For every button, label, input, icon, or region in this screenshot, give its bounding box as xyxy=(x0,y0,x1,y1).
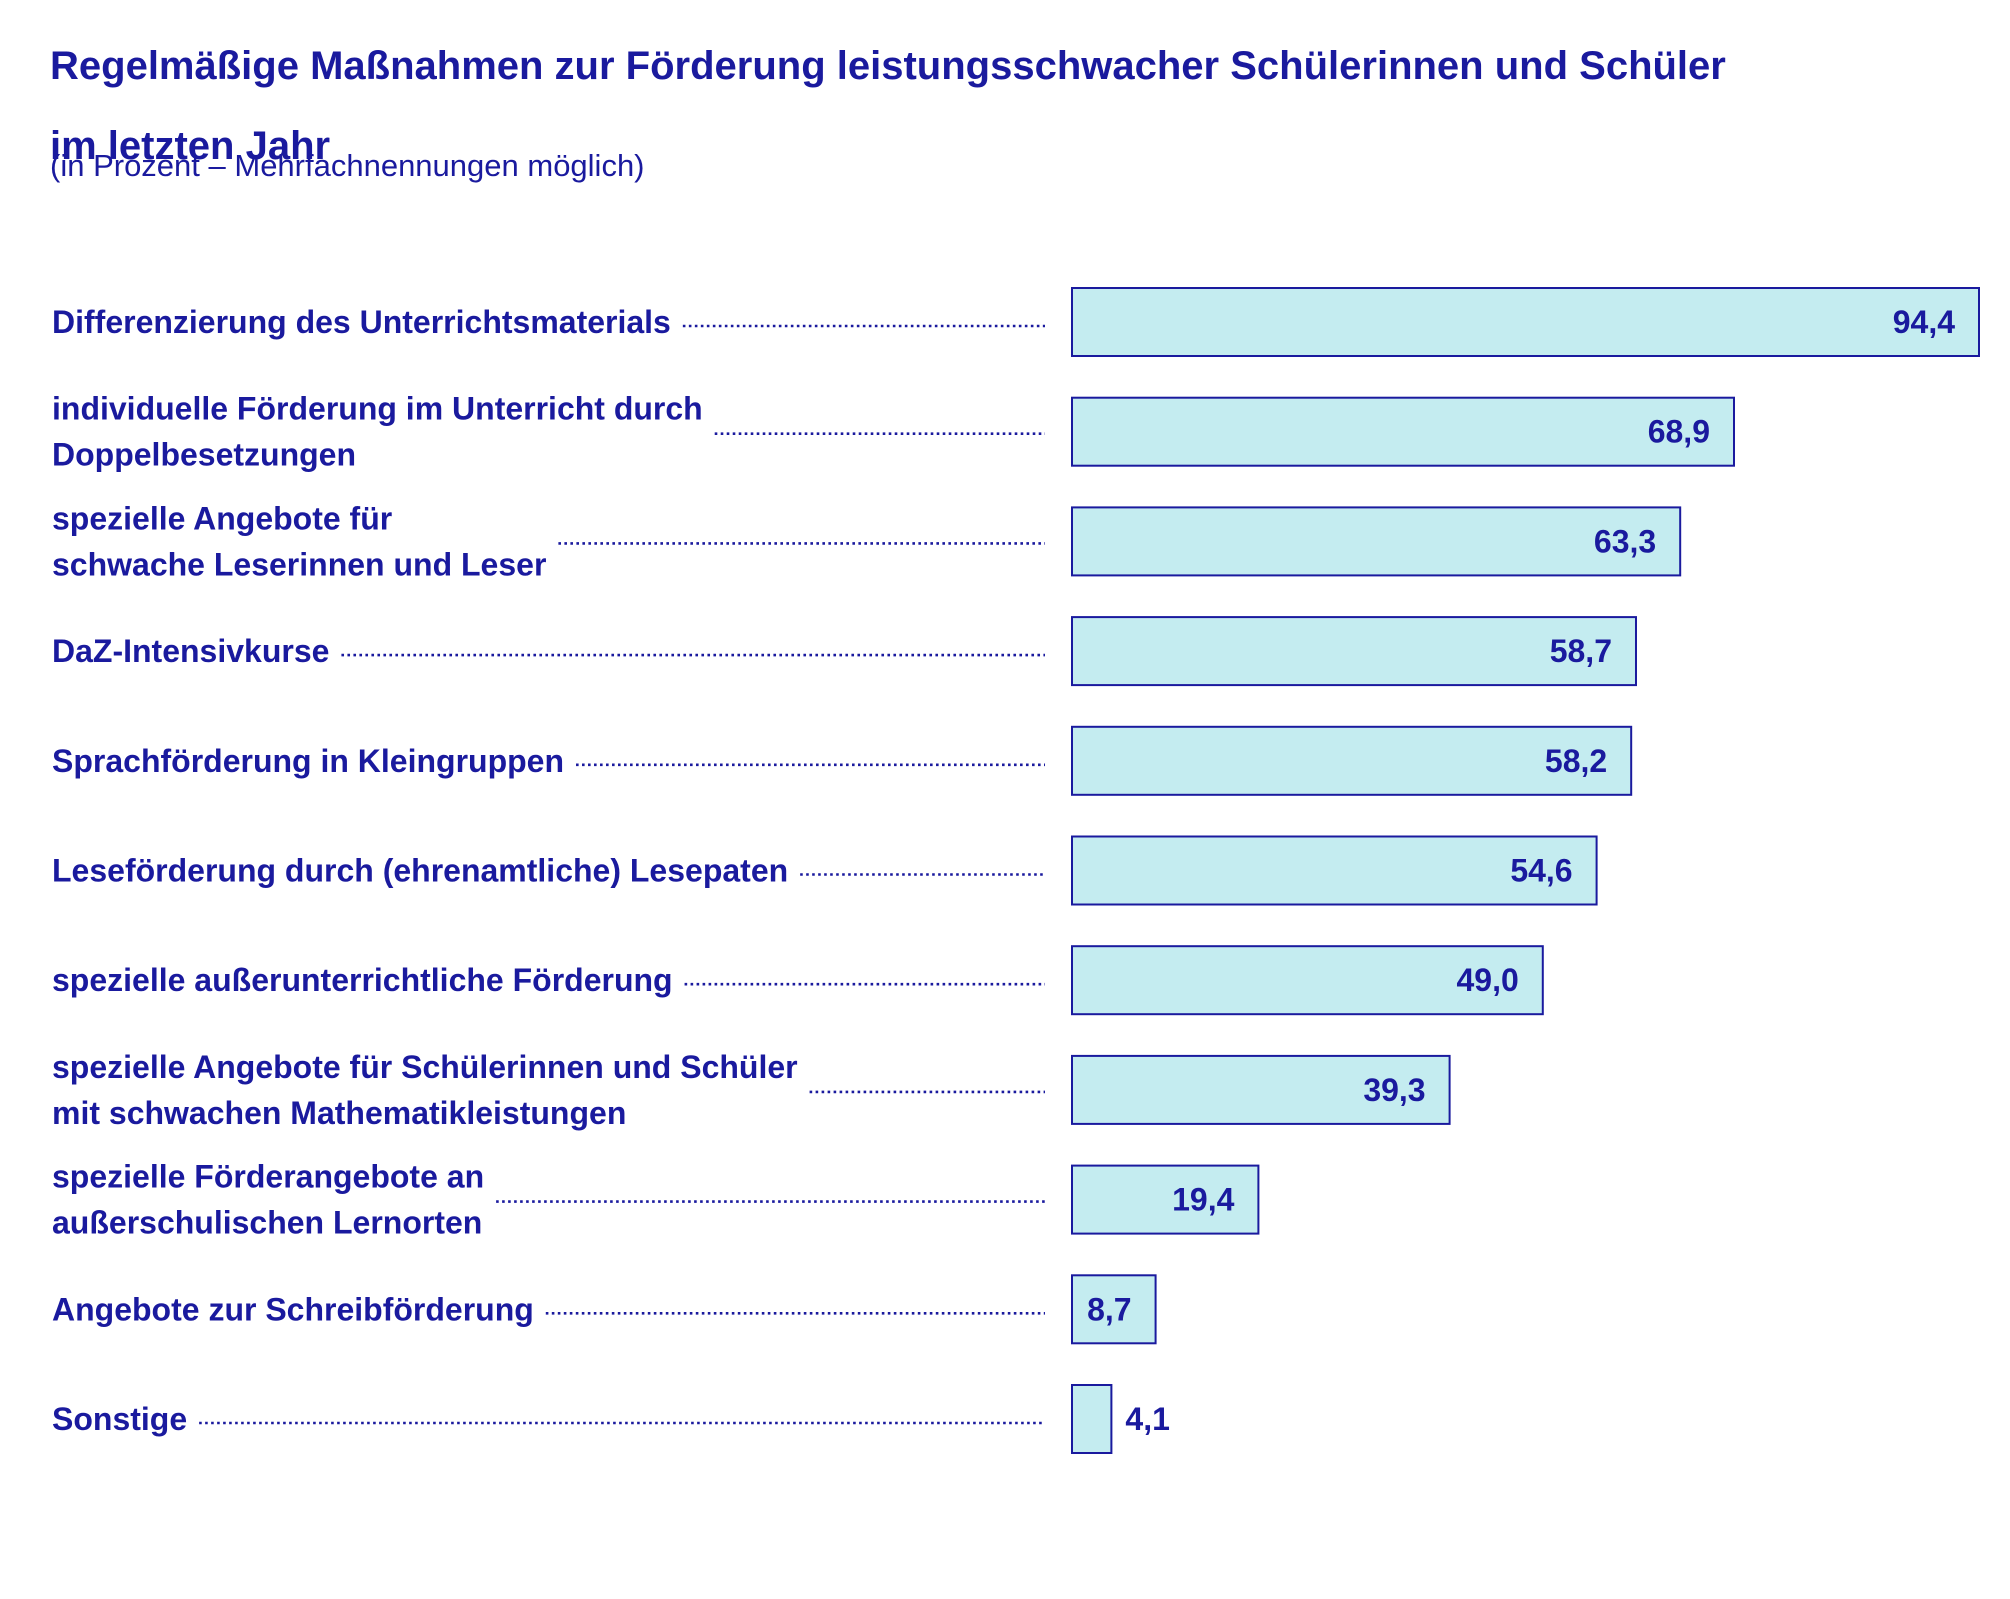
category-label-line: Angebote zur Schreibförderung xyxy=(52,1291,534,1327)
category-label-line: spezielle Angebote für xyxy=(52,500,392,536)
category-label-line: spezielle Förderangebote an xyxy=(52,1159,484,1195)
bar xyxy=(1071,506,1682,577)
bar xyxy=(1071,945,1544,1016)
category-label: DaZ-Intensivkurse xyxy=(52,633,329,669)
chart-title: Regelmäßige Maßnahmen zur Förderung leis… xyxy=(50,26,1950,186)
category-label-line: DaZ-Intensivkurse xyxy=(52,633,329,669)
bar xyxy=(1071,1274,1157,1345)
bar xyxy=(1071,1164,1260,1235)
value-label: 4,1 xyxy=(1125,1401,1169,1437)
bar xyxy=(1071,287,1980,357)
category-label-line: Leseförderung durch (ehrenamtliche) Lese… xyxy=(52,853,788,889)
value-label: 39,3 xyxy=(1363,1072,1425,1108)
category-label: spezielle Förderangebote an außerschulisc… xyxy=(52,1159,484,1241)
category-label-line: Sonstige xyxy=(52,1401,187,1437)
bar xyxy=(1071,835,1598,906)
chart-title-line-1: Regelmäßige Maßnahmen zur Förderung leis… xyxy=(50,44,1726,88)
category-label: Leseförderung durch (ehrenamtliche) Lese… xyxy=(52,853,788,889)
category-label: Differenzierung des Unterrichtsmaterials xyxy=(52,304,671,340)
value-label: 58,2 xyxy=(1545,743,1607,779)
category-label: spezielle Angebote für schwache Leserinne… xyxy=(52,500,546,582)
value-label: 68,9 xyxy=(1648,414,1710,450)
category-label: individuelle Förderung im Unterricht dur… xyxy=(52,391,703,473)
value-label: 19,4 xyxy=(1172,1182,1234,1218)
category-label-line: spezielle außerunterrichtliche Förderung xyxy=(52,962,673,998)
category-label-line: spezielle Angebote für Schülerinnen und … xyxy=(52,1049,798,1085)
value-label: 8,7 xyxy=(1087,1291,1131,1327)
value-label: 58,7 xyxy=(1550,633,1612,669)
category-label: Sonstige xyxy=(52,1401,187,1437)
bar xyxy=(1071,725,1633,796)
value-label: 63,3 xyxy=(1594,523,1656,559)
value-label: 94,4 xyxy=(1893,304,1955,340)
chart-title-line-2: im letzten Jahr xyxy=(50,124,331,168)
value-label: 54,6 xyxy=(1510,853,1572,889)
value-label: 49,0 xyxy=(1457,962,1519,998)
category-label: Sprachförderung in Kleingruppen xyxy=(52,743,564,779)
bar xyxy=(1071,1054,1451,1125)
category-label-line: mit schwachen Mathematikleistungen xyxy=(52,1095,626,1131)
category-label-line: individuelle Förderung im Unterricht dur… xyxy=(52,391,703,427)
category-label: spezielle Angebote für Schülerinnen und … xyxy=(52,1049,798,1131)
bar xyxy=(1071,1384,1113,1454)
category-label-line: Differenzierung des Unterrichtsmaterials xyxy=(52,304,671,340)
bar xyxy=(1071,396,1735,467)
category-label-line: Doppelbesetzungen xyxy=(52,437,356,473)
chart-subtitle: (in Prozent – Mehrfachnennungen möglich) xyxy=(50,148,645,183)
category-label: spezielle außerunterrichtliche Förderung xyxy=(52,962,673,998)
category-label-line: Sprachförderung in Kleingruppen xyxy=(52,743,564,779)
category-label-line: schwache Leserinnen und Leser xyxy=(52,546,546,582)
category-label-line: außerschulischen Lernorten xyxy=(52,1205,482,1241)
category-label: Angebote zur Schreibförderung xyxy=(52,1291,534,1327)
bar xyxy=(1071,616,1637,687)
